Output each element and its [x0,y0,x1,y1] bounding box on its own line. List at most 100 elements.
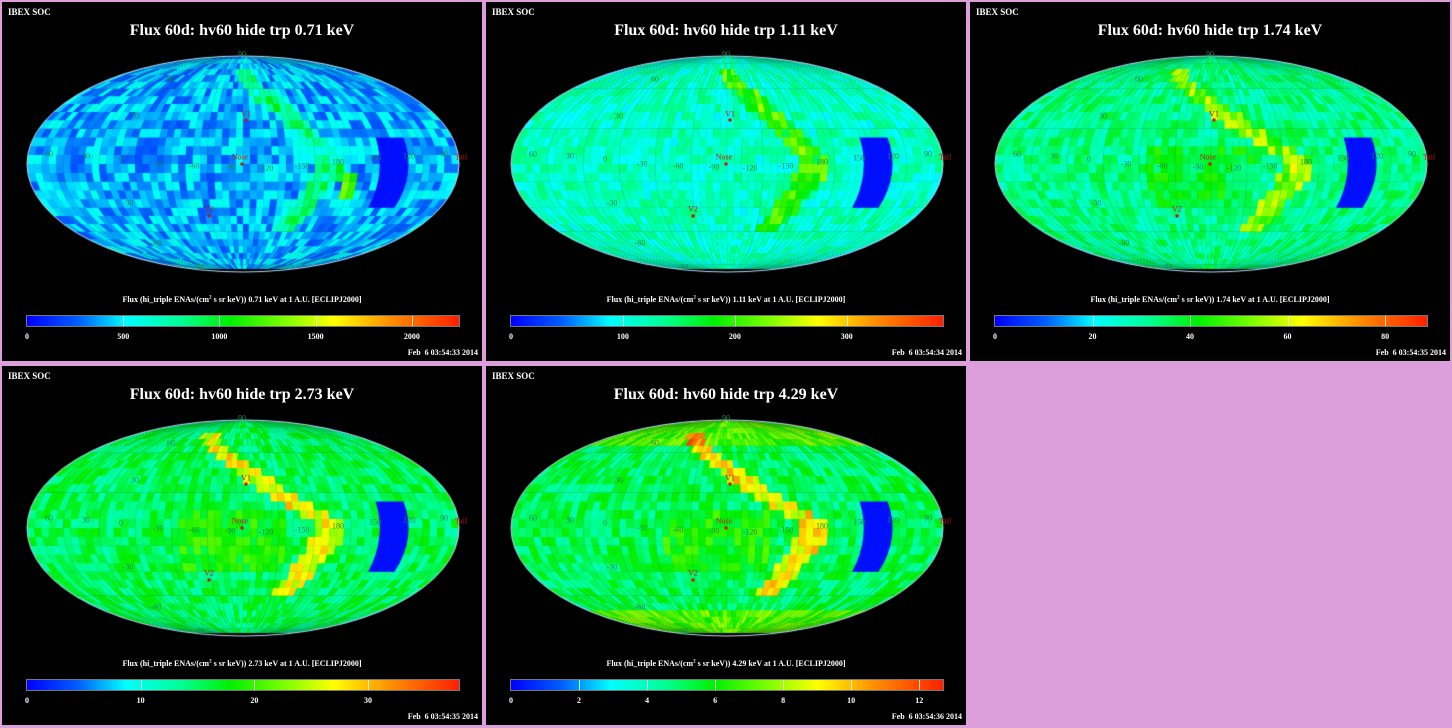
grid-label: 60 [1135,74,1143,84]
sky-map-panel: IBEX SOC Flux 60d: hv60 hide trp 1.74 ke… [970,2,1450,361]
colorbar-tick-label: 1500 [307,332,324,341]
grid-label: -90 [193,262,205,272]
grid-label: 60 [529,513,537,523]
grid-label: 150 [853,153,865,163]
panel-title: Flux 60d: hv60 hide trp 1.74 keV [1097,22,1323,39]
grid-label: 180 [1300,157,1312,167]
grid-label: -30 [122,198,134,208]
colorbar-tick-label: 0 [25,332,29,341]
grid-label: 0 [603,154,607,164]
grid-label: -30 [152,523,164,533]
marker-dot [691,214,695,218]
colorbar-tick-label: 10 [847,696,856,705]
grid-label: -90 [677,626,689,636]
grid-label: 150 [853,517,865,527]
colorbar-label: Flux (hi_triple ENAs/(cm2 s sr keV)) 0.7… [122,295,362,304]
grid-label: 30 [566,151,574,161]
panel-title: Flux 60d: hv60 hide trp 4.29 keV [613,386,839,403]
marker-label: Tail [1422,152,1436,162]
marker-dot [240,526,244,530]
marker-label: V1 [1209,109,1219,119]
grid-label: -60 [1118,238,1130,248]
sky-map-heatmap [970,2,1450,361]
grid-label: 30 [1099,111,1107,121]
colorbar-tick [315,316,317,326]
colorbar-tick-label: 6 [713,696,718,705]
colorbar-tick [254,680,256,690]
marker-label: Nose [231,152,249,162]
marker-label: V1 [241,473,251,483]
colorbar-tick [1092,316,1094,326]
colorbar-tick-label: 80 [1381,332,1390,341]
grid-label: -90 [708,526,720,536]
grid-label: 120 [887,151,899,161]
colorbar-tick-label: 200 [728,332,741,341]
grid-label: 180 [816,157,828,167]
colorbar [26,679,460,691]
grid-label: 120 [1371,151,1383,161]
ibex-soc-label: IBEX SOC [492,7,535,17]
marker-dot [207,214,211,218]
grid-label: -150 [294,161,310,171]
grid-label: 0 [119,518,123,528]
marker-label: V2 [688,204,698,214]
panel-title: Flux 60d: hv60 hide trp 0.71 keV [129,22,355,39]
grid-label: -30 [122,562,134,572]
colorbar-tick [1385,316,1387,326]
marker-dot [244,118,248,122]
grid-label: 90 [722,49,730,59]
grid-label: 0 [1087,154,1091,164]
colorbar [510,315,944,327]
grid-label: -60 [1156,161,1168,171]
colorbar-tick-label: 60 [1283,332,1292,341]
sky-map-panel: IBEX SOC Flux 60d: hv60 hide trp 0.71 ke… [2,2,482,361]
marker-label: Nose [715,152,733,162]
grid-label: 90 [924,513,932,523]
grid-label: 60 [45,149,53,159]
timestamp: Feb 6 03:54:33 2014 [407,348,478,357]
grid-label: -30 [636,159,648,169]
grid-label: -30 [606,562,618,572]
grid-label: -60 [672,525,684,535]
colorbar-tick-label: 2 [577,696,582,705]
colorbar-tick-label: 1000 [211,332,228,341]
colorbar-tick-label: 20 [1088,332,1097,341]
grid-label: 90 [722,413,730,423]
colorbar-tick [219,316,221,326]
grid-label: 30 [1050,151,1058,161]
grid-label: -60 [150,602,162,612]
grid-label: 90 [924,149,932,159]
colorbar-tick [140,680,142,690]
grid-label: -60 [188,525,200,535]
marker-dot [691,578,695,582]
marker-dot [207,578,211,582]
grid-label: 180 [332,157,344,167]
grid-label: -60 [150,238,162,248]
grid-label: 0 [603,518,607,528]
colorbar-tick-label: 100 [616,332,629,341]
grid-label: -150 [778,161,794,171]
grid-label: -90 [224,162,236,172]
grid-label: 150 [369,517,381,527]
grid-label: -30 [1090,198,1102,208]
colorbar-tick [622,316,624,326]
grid-label: 180 [816,521,828,531]
colorbar-tick [1190,316,1192,326]
marker-dot [1175,214,1179,218]
colorbar-tick-label: 8 [781,696,786,705]
grid-label: 30 [615,475,623,485]
grid-label: -30 [636,523,648,533]
sky-map-panel: IBEX SOC Flux 60d: hv60 hide trp 2.73 ke… [2,366,482,725]
marker-label: V1 [725,473,735,483]
grid-label: 90 [1206,49,1214,59]
grid-label: 60 [167,74,175,84]
grid-label: 30 [131,475,139,485]
ibex-soc-label: IBEX SOC [976,7,1019,17]
panel-title: Flux 60d: hv60 hide trp 1.11 keV [614,22,838,39]
marker-dot [724,162,728,166]
sky-map-panel: IBEX SOC Flux 60d: hv60 hide trp 4.29 ke… [486,366,966,725]
colorbar-tick-label: 40 [1186,332,1195,341]
grid-label: 120 [403,151,415,161]
colorbar-tick [846,316,848,326]
timestamp: Feb 6 03:54:35 2014 [1375,348,1446,357]
